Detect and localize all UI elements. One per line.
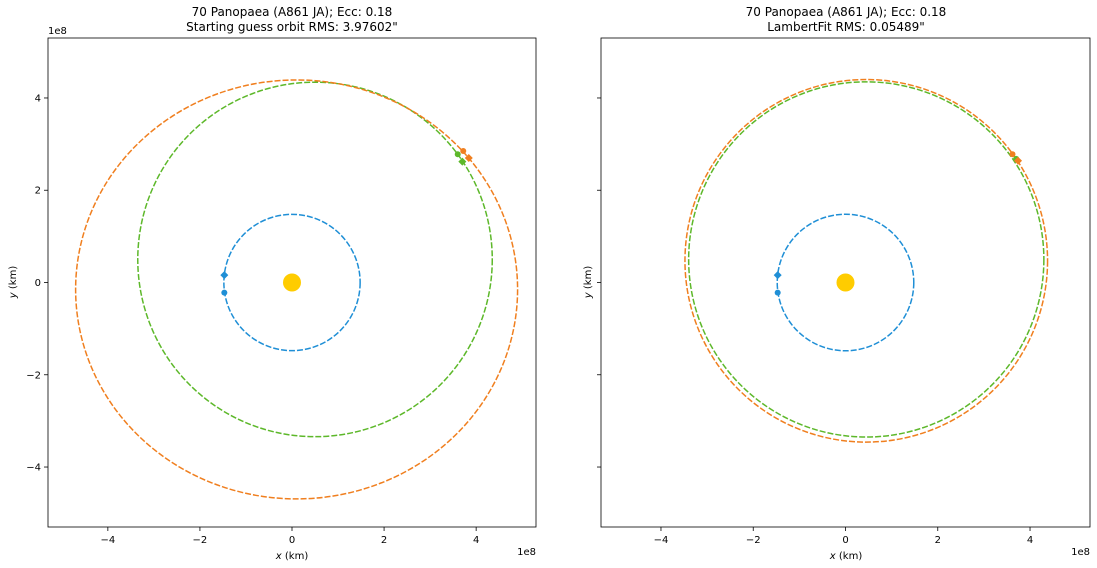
diamond-marker <box>220 271 229 280</box>
point-marker <box>1009 151 1016 158</box>
diamond-marker <box>773 271 782 280</box>
sun-marker <box>283 273 301 292</box>
x-tick-label: 0 <box>289 535 295 546</box>
y-axis-label: y (km) <box>8 266 19 300</box>
x-tick-label: −2 <box>193 535 208 546</box>
y-axis-label: y (km) <box>583 266 594 300</box>
x-tick-label: 2 <box>935 535 941 546</box>
orbit-path <box>776 213 915 352</box>
point-marker <box>460 148 467 155</box>
y-tick-label: −2 <box>26 370 41 381</box>
diamond-marker <box>458 157 467 166</box>
sun-marker <box>836 273 855 292</box>
x-tick-label: −2 <box>746 535 761 546</box>
x-tick-label: −4 <box>654 535 669 546</box>
point-marker <box>454 151 461 158</box>
x-offset-label: 1e8 <box>517 547 536 558</box>
panel-title-line2: Starting guess orbit RMS: 3.97602" <box>186 20 398 34</box>
y-tick-label: 4 <box>35 93 41 104</box>
x-tick-label: 0 <box>842 535 848 546</box>
orbit-path <box>137 81 494 438</box>
plot-area <box>74 79 519 500</box>
diamond-marker <box>464 153 473 162</box>
orbit-path <box>74 79 519 500</box>
point-marker <box>221 289 228 296</box>
x-offset-label: 1e8 <box>1071 547 1090 558</box>
left-panel: 70 Panopaea (A861 JA); Ecc: 0.18 Startin… <box>8 5 537 562</box>
x-tick-label: 2 <box>381 535 387 546</box>
plot-area <box>684 78 1049 443</box>
y-tick-label: 0 <box>35 278 41 289</box>
panel-title-line1: 70 Panopaea (A861 JA); Ecc: 0.18 <box>192 5 393 19</box>
x-axis-label: x (km) <box>275 551 309 562</box>
x-tick-label: 4 <box>1027 535 1033 546</box>
x-axis-var: x <box>829 551 836 562</box>
y-axis-var: y <box>583 291 594 299</box>
orbit-path <box>223 213 361 352</box>
diamond-marker <box>1014 156 1023 165</box>
x-tick-label: 4 <box>473 535 479 546</box>
orbit-path <box>687 81 1045 438</box>
x-axis-label: x (km) <box>829 551 863 562</box>
x-axis-unit: (km) <box>282 551 309 562</box>
panel-title-line2: LambertFit RMS: 0.05489" <box>767 20 925 34</box>
tick-group: −4 −2 0 2 4 <box>597 97 1033 546</box>
x-tick-label: −4 <box>100 535 115 546</box>
panel-title-line1: 70 Panopaea (A861 JA); Ecc: 0.18 <box>746 5 947 19</box>
x-axis-var: x <box>275 551 282 562</box>
y-axis-unit: (km) <box>8 266 19 293</box>
y-axis-var: y <box>8 291 19 299</box>
y-tick-label: −4 <box>26 463 41 474</box>
orbit-path <box>684 78 1049 443</box>
x-axis-unit: (km) <box>836 551 863 562</box>
y-tick-label: 2 <box>35 186 41 197</box>
tick-group: −4 −2 0 2 4 −4 −2 0 2 4 <box>26 93 479 546</box>
y-axis-unit: (km) <box>583 266 594 293</box>
point-marker <box>774 289 781 296</box>
right-panel: 70 Panopaea (A861 JA); Ecc: 0.18 Lambert… <box>583 5 1091 562</box>
y-offset-label: 1e8 <box>48 26 67 37</box>
